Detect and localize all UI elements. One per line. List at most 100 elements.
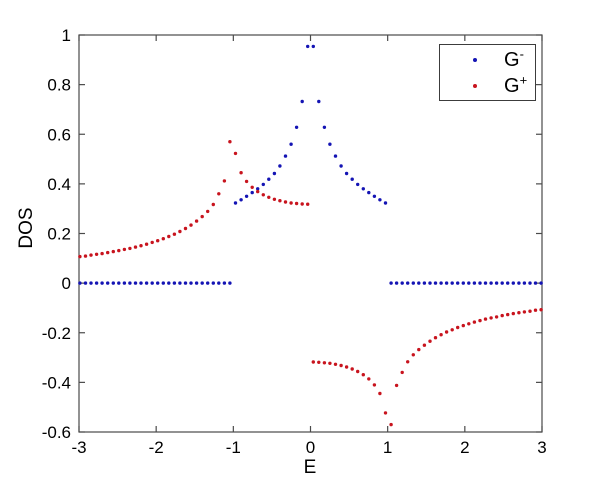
data-point-G+ [494,315,499,319]
data-point-G+ [217,192,221,196]
data-point-G- [522,281,527,285]
data-point-G+ [122,247,127,252]
data-point-G- [383,201,388,205]
data-point-G- [300,99,304,104]
data-point-G- [361,187,365,191]
data-point-G+ [511,311,515,316]
data-point-G+ [144,242,149,246]
data-point-G- [178,281,182,285]
data-point-G- [117,281,121,285]
data-point-G- [150,281,154,285]
data-point-G- [539,281,543,285]
data-point-G+ [89,253,93,257]
data-point-G- [528,281,532,285]
legend-label-sup: + [519,72,528,88]
x-tick-label: 1 [383,438,392,457]
data-point-G- [261,182,265,187]
data-point-G+ [439,333,443,337]
data-point-G+ [183,226,188,231]
data-point-G+ [400,370,404,375]
data-point-G+ [178,229,182,234]
legend-label-base: G [504,49,520,71]
data-point-G- [533,281,538,285]
data-point-G- [233,201,238,205]
g-minus-marker-icon [473,58,477,62]
data-point-G+ [117,248,121,253]
data-point-G+ [200,214,204,219]
x-axis-label: E [304,457,317,478]
data-point-G+ [244,179,249,184]
data-point-G+ [378,391,382,396]
data-point-G- [294,125,299,129]
data-point-G- [244,194,249,198]
data-point-G+ [300,202,304,206]
data-point-G+ [161,237,165,241]
legend-label-sup: - [519,46,524,62]
data-point-G- [128,281,132,285]
legend-label-g-plus: G+ [504,73,527,97]
data-point-G- [417,281,421,285]
data-point-G+ [350,367,354,371]
data-point-G- [356,182,360,187]
data-point-G- [311,44,315,49]
data-point-G- [83,281,88,285]
data-point-G+ [172,232,177,236]
data-point-G+ [472,320,477,324]
data-point-G- [250,190,254,195]
data-point-G- [78,281,82,285]
legend-label-base: G [504,75,520,97]
data-point-G- [172,281,177,285]
data-point-G- [483,281,488,285]
x-tick-label: -3 [71,438,86,457]
legend-item-g-minus: G- [440,47,535,73]
data-point-G- [217,281,221,285]
data-point-G- [161,281,165,285]
data-point-G+ [372,383,377,387]
data-point-G- [317,99,321,104]
legend: G- G+ [439,44,536,101]
data-point-G- [278,164,282,168]
data-point-G- [394,281,399,285]
data-point-G+ [428,339,432,343]
y-tick-label: 0.4 [47,175,71,194]
data-point-G+ [461,323,465,328]
data-point-G- [283,154,288,158]
x-tick-label: -1 [226,438,241,457]
data-point-G+ [256,189,260,194]
data-point-G+ [156,239,160,243]
data-point-G- [344,171,349,176]
data-point-G- [256,187,260,191]
y-axis-label: DOS [16,207,37,248]
data-point-G- [133,281,138,285]
data-point-G- [406,281,410,285]
data-point-G- [100,281,104,285]
data-point-G- [350,177,354,181]
data-point-G- [517,281,521,285]
data-point-G+ [317,360,321,364]
data-point-G+ [267,195,271,199]
data-point-G- [389,281,393,285]
y-tick-label: -0.6 [42,423,71,442]
x-tick-label: 0 [306,438,315,457]
data-point-G+ [444,330,449,334]
data-point-G- [339,164,343,168]
data-point-G- [378,198,382,202]
data-point-G- [456,281,460,285]
g-plus-marker-icon [473,84,477,88]
data-point-G+ [339,363,343,368]
data-point-G+ [483,317,488,321]
data-point-G- [89,281,93,285]
data-point-G+ [467,322,471,326]
x-tick-label: 3 [537,438,546,457]
data-point-G- [433,281,438,285]
data-point-G+ [356,369,360,374]
data-point-G+ [239,171,243,175]
data-point-G+ [383,411,388,415]
data-point-G+ [272,197,277,201]
data-point-G+ [367,377,371,381]
data-point-G+ [311,360,315,364]
data-point-G- [367,190,371,195]
data-point-G- [189,281,193,285]
data-point-G- [328,142,332,146]
